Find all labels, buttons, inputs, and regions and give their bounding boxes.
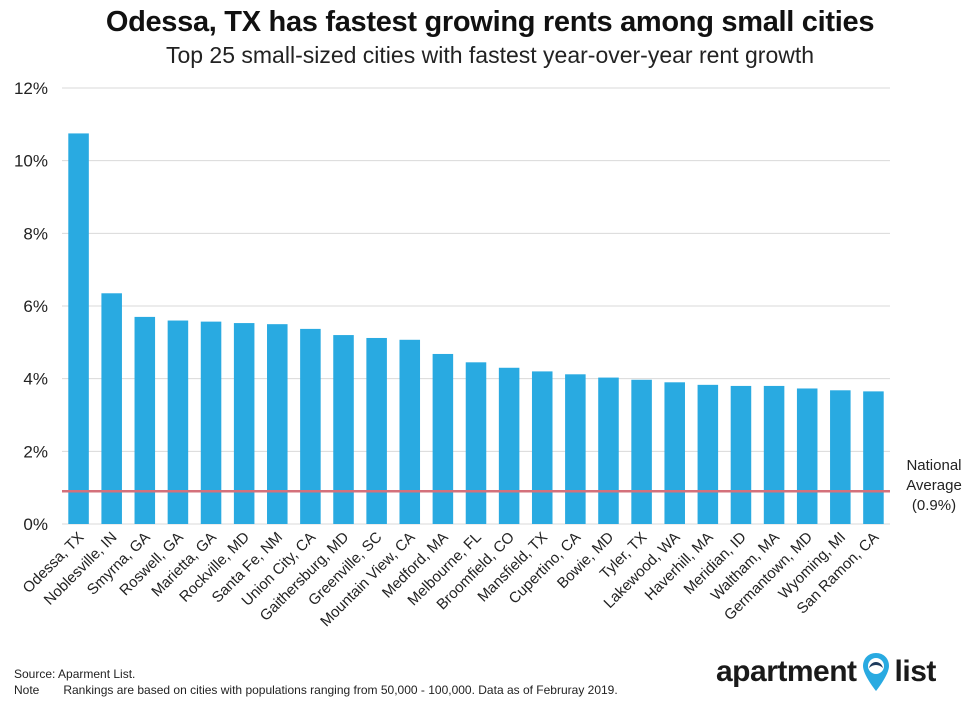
bar	[68, 133, 89, 524]
bar	[730, 385, 752, 524]
bar	[167, 320, 189, 524]
bar	[498, 367, 520, 524]
y-tick-label: 10%	[14, 152, 48, 171]
y-tick-label: 12%	[14, 79, 48, 98]
bar	[300, 328, 321, 524]
bar	[465, 362, 487, 524]
bar	[763, 385, 785, 524]
bar	[233, 323, 255, 524]
rankings-note: Note Rankings are based on cities with p…	[14, 683, 618, 697]
bar	[863, 391, 884, 524]
bar	[399, 339, 421, 524]
apartment-list-logo: apartment list	[716, 652, 936, 692]
y-tick-label: 6%	[23, 297, 48, 316]
bar	[531, 371, 553, 524]
bar	[631, 379, 652, 524]
bar	[598, 377, 619, 524]
y-tick-label: 0%	[23, 515, 48, 534]
y-tick-label: 8%	[23, 224, 48, 243]
y-tick-label: 2%	[23, 442, 48, 461]
bar	[796, 388, 818, 524]
map-pin-icon	[862, 653, 889, 691]
bar	[134, 316, 156, 524]
note-label: Note	[14, 683, 40, 697]
national-average-label: Average	[906, 477, 962, 494]
bar	[697, 384, 719, 524]
national-average-label: (0.9%)	[912, 497, 956, 514]
bar	[664, 382, 685, 524]
note-text: Rankings are based on cities with popula…	[63, 683, 618, 697]
national-average-label: National	[906, 457, 961, 474]
logo-word-list: list	[894, 655, 937, 688]
chart-subtitle: Top 25 small-sized cities with fastest y…	[165, 42, 815, 68]
bar	[830, 390, 851, 524]
bar	[267, 324, 288, 524]
chart-title: Odessa, TX has fastest growing rents amo…	[105, 6, 875, 38]
bar	[200, 321, 222, 524]
source-note: Source: Aparment List.	[14, 667, 136, 681]
y-tick-label: 4%	[23, 370, 48, 389]
logo-word-apartment: apartment	[716, 655, 857, 688]
bar	[565, 374, 586, 524]
bar	[366, 337, 387, 524]
bar	[432, 353, 454, 524]
bar	[101, 293, 122, 524]
bar	[333, 335, 354, 524]
